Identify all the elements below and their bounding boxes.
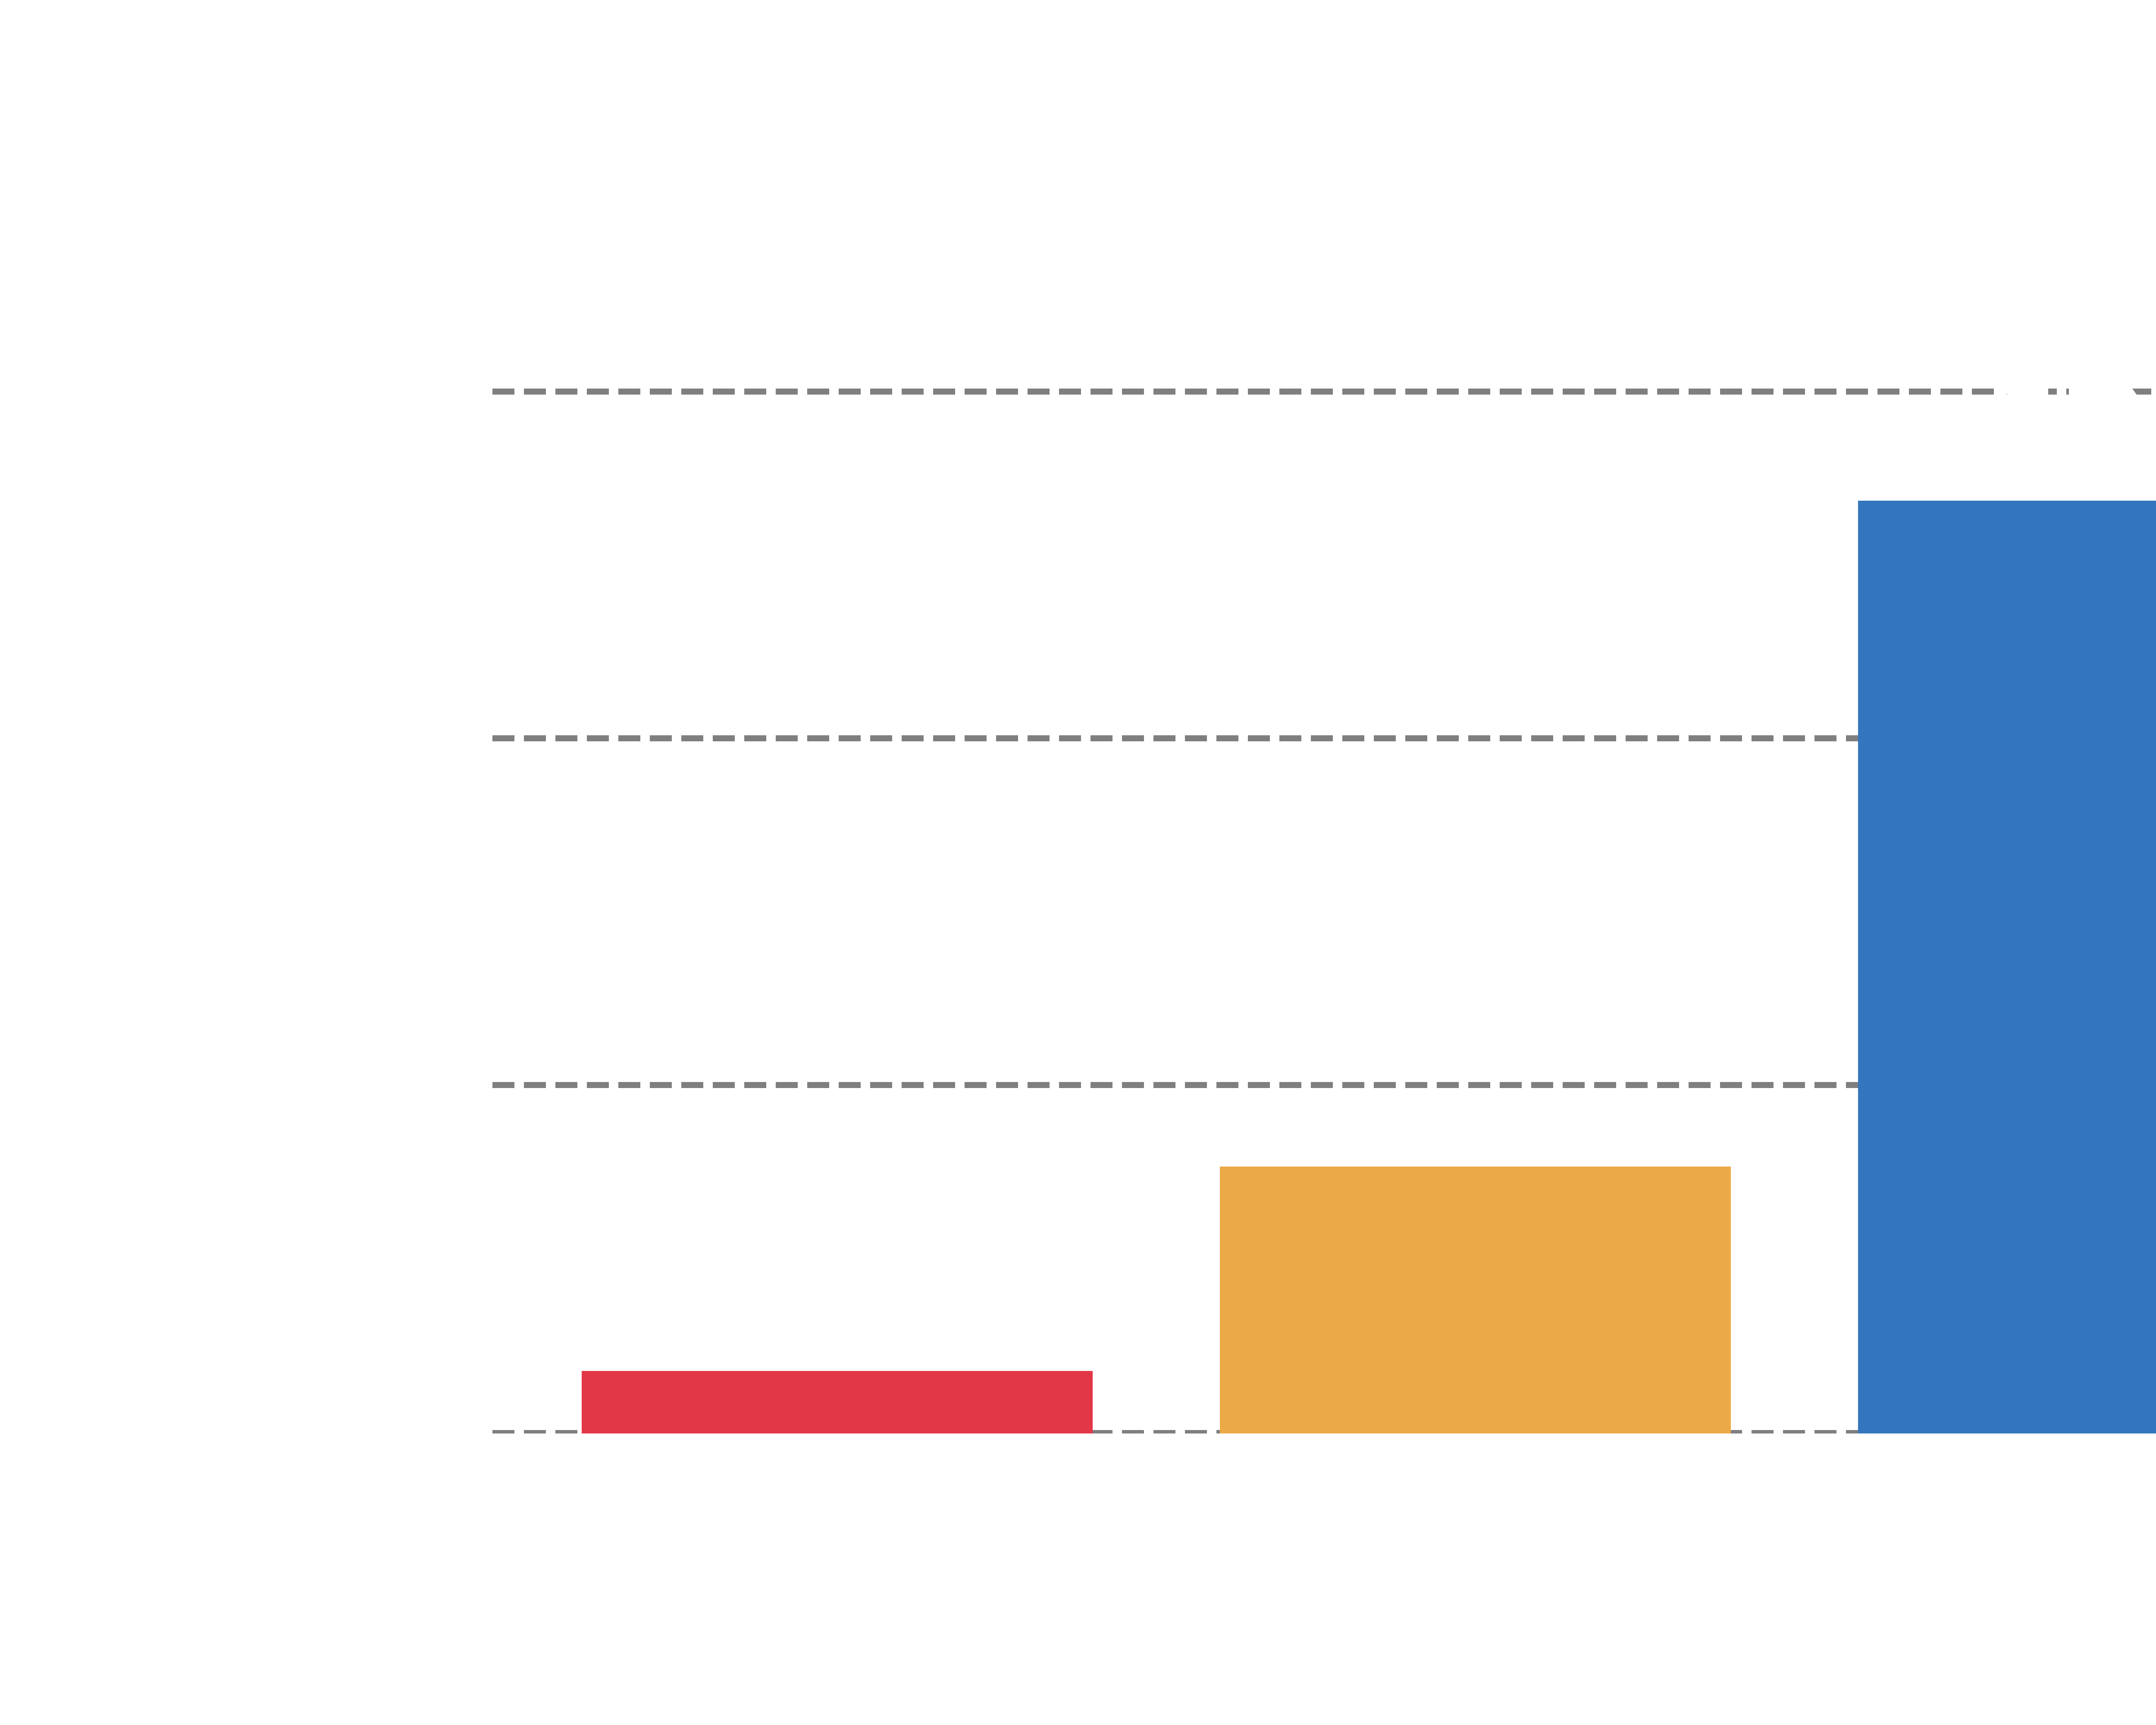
gridline	[492, 1082, 2156, 1088]
bar-3	[1858, 501, 2156, 1433]
bar-2	[1220, 1167, 1731, 1433]
gridline	[492, 389, 2156, 395]
bar-1	[582, 1371, 1093, 1433]
gridline-cut-artifact	[2069, 386, 2122, 397]
gridline-cut-artifact	[2007, 386, 2048, 397]
gridline	[492, 735, 2156, 741]
